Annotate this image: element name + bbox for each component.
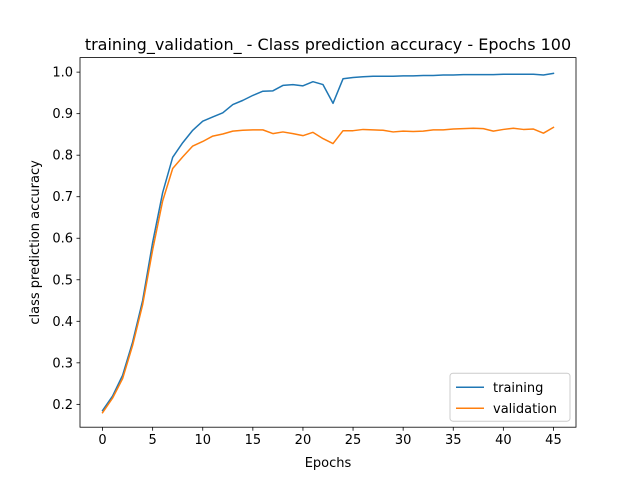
x-tick-label: 45 (545, 433, 562, 448)
y-tick-label: 0.3 (52, 356, 73, 371)
x-tick-label: 15 (245, 433, 262, 448)
legend-label-training: training (493, 381, 543, 396)
y-tick-label: 0.8 (52, 149, 73, 164)
series-line-training (101, 72, 555, 412)
x-tick-label: 40 (495, 433, 512, 448)
y-tick-label: 0.2 (52, 398, 73, 413)
series-layer (101, 72, 555, 414)
x-tick-label: 25 (345, 433, 362, 448)
y-tick-label: 0.7 (52, 190, 73, 205)
series-line-validation (101, 126, 555, 414)
legend-label-validation: validation (493, 402, 557, 417)
y-tick-label: 0.5 (52, 273, 73, 288)
x-axis-label: Epochs (305, 456, 352, 471)
y-tick-label: 0.6 (52, 232, 73, 247)
y-axis-label: class prediction accuracy (28, 160, 43, 325)
legend-box (449, 372, 571, 422)
y-axis-ticks: 0.2 0.3 0.4 0.5 0.6 0.7 0.8 0.9 1.0 (52, 66, 80, 413)
x-tick-label: 35 (445, 433, 462, 448)
x-tick-label: 10 (194, 433, 211, 448)
plot-area (80, 57, 576, 428)
legend: training validation (449, 372, 571, 422)
x-tick-label: 30 (395, 433, 412, 448)
x-tick-label: 0 (98, 433, 106, 448)
x-axis-ticks: 0 5 10 15 20 25 30 35 40 45 (98, 427, 562, 448)
y-tick-label: 0.9 (52, 107, 73, 122)
x-tick-label: 20 (295, 433, 312, 448)
y-tick-label: 1.0 (52, 66, 73, 81)
chart-title: training_validation_ - Class prediction … (85, 35, 571, 55)
x-tick-label: 5 (149, 433, 157, 448)
y-tick-label: 0.4 (52, 315, 73, 330)
plot-frame (79, 57, 577, 428)
